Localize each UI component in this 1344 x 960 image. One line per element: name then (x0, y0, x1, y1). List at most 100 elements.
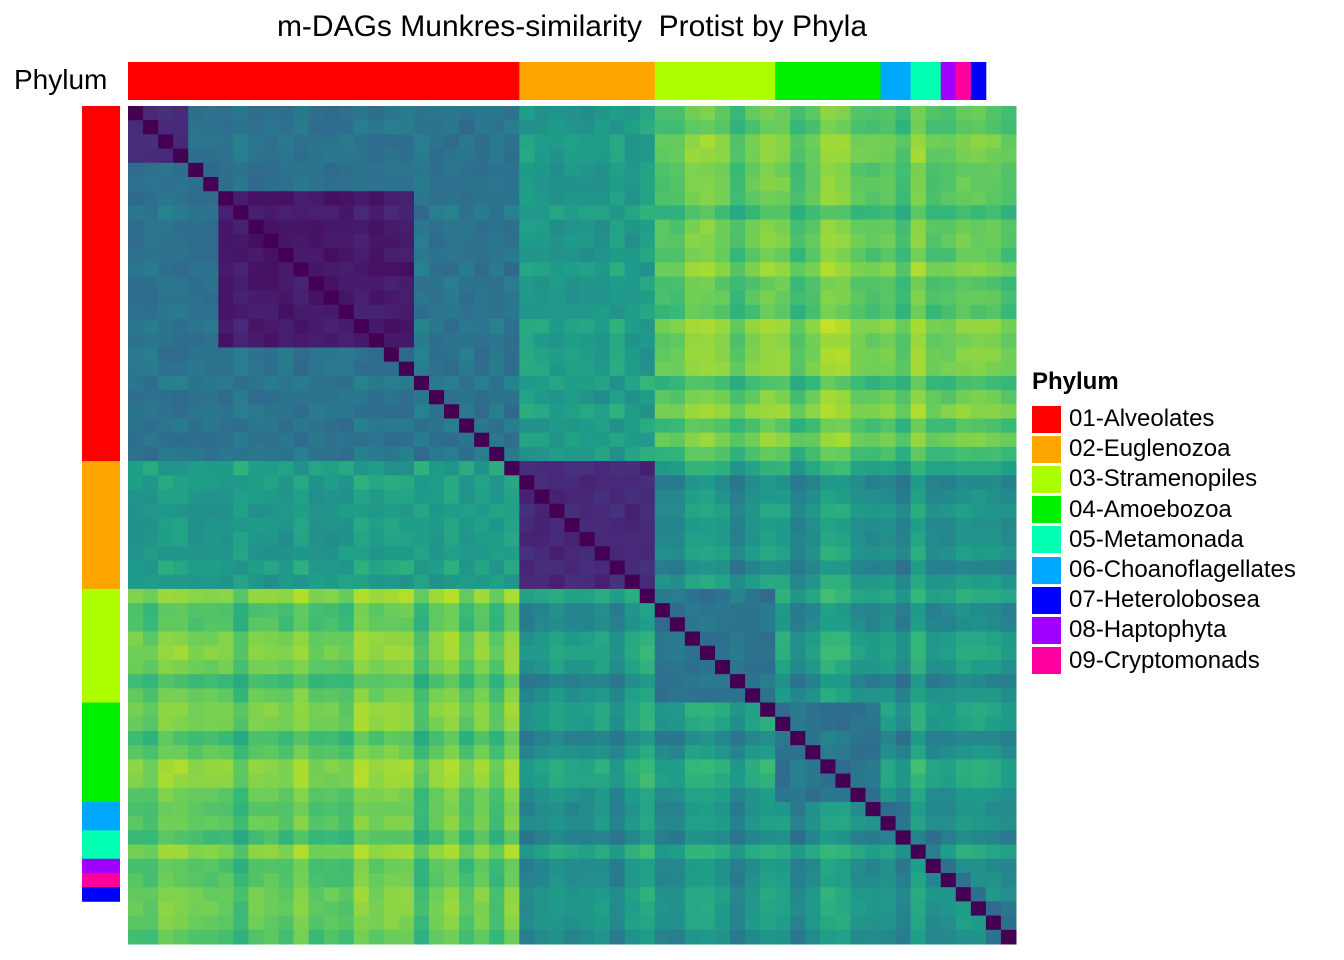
heatmap-cell (564, 162, 581, 178)
heatmap-cell (1000, 901, 1017, 917)
heatmap-cell (398, 276, 415, 292)
heatmap-cell (429, 177, 445, 192)
heatmap-cell (128, 603, 144, 618)
heatmap-cell (820, 915, 836, 931)
heatmap-cell (444, 674, 460, 689)
heatmap-cell (805, 617, 821, 633)
heatmap-cell (760, 191, 776, 206)
heatmap-cell (549, 404, 565, 419)
heatmap-cell (383, 106, 400, 121)
heatmap-cell (790, 517, 806, 533)
heatmap-cell (910, 560, 927, 576)
heatmap-cell (158, 404, 174, 419)
heatmap-cell (925, 304, 942, 320)
heatmap-cell (835, 461, 851, 476)
heatmap-cell (564, 560, 581, 576)
heatmap-cell (955, 333, 972, 348)
heatmap-cell (880, 603, 897, 618)
heatmap-cell (263, 446, 280, 462)
heatmap-cell (624, 560, 641, 576)
heatmap-cell (624, 674, 641, 689)
heatmap-cells (128, 106, 1017, 945)
heatmap-cell (865, 730, 882, 746)
heatmap-cell (383, 659, 400, 675)
heatmap-cell (398, 787, 415, 803)
heatmap-cell (504, 858, 520, 874)
heatmap-cell (233, 546, 249, 562)
heatmap-cell (654, 759, 671, 775)
heatmap-cell (278, 375, 295, 391)
heatmap-cell (639, 361, 656, 377)
heatmap-cell (549, 603, 565, 618)
heatmap-cell (895, 759, 912, 775)
heatmap-cell (278, 730, 295, 746)
heatmap-cell (925, 404, 942, 419)
heatmap-cell (865, 588, 882, 604)
heatmap-cell (353, 290, 370, 306)
heatmap-cell (775, 262, 791, 277)
heatmap-cell (278, 546, 295, 562)
heatmap-cell (895, 475, 912, 490)
heatmap-cell (1000, 404, 1017, 419)
heatmap-cell (745, 177, 761, 192)
heatmap-cell (158, 858, 174, 874)
heatmap-cell (353, 929, 370, 945)
heatmap-cell (293, 702, 310, 718)
heatmap-cell (714, 560, 731, 576)
heatmap-cell (639, 219, 656, 235)
heatmap-cell (579, 745, 596, 760)
heatmap-cell (835, 915, 851, 931)
heatmap-cell (534, 716, 550, 732)
heatmap-cell (609, 503, 626, 519)
heatmap-cell (925, 773, 942, 789)
heatmap-cell (745, 134, 761, 150)
heatmap-cell (669, 588, 686, 604)
heatmap-cell (504, 773, 520, 789)
heatmap-cell (368, 219, 385, 235)
heatmap-cell (353, 901, 370, 917)
heatmap-cell (594, 475, 611, 490)
heatmap-cell (459, 858, 475, 874)
heatmap-cell (263, 248, 280, 263)
heatmap-cell (970, 631, 987, 647)
heatmap-cell (564, 177, 581, 192)
heatmap-cell (669, 546, 686, 562)
heatmap-cell (654, 390, 671, 405)
heatmap-cell (203, 120, 219, 135)
heatmap-cell (413, 205, 430, 221)
heatmap-cell (128, 858, 144, 874)
heatmap-cell (383, 205, 400, 221)
heatmap-cell (790, 233, 806, 249)
heatmap-cell (459, 603, 475, 618)
heatmap-cell (955, 475, 972, 490)
heatmap-cell (564, 872, 581, 888)
heatmap-cell (805, 106, 821, 121)
heatmap-cell (248, 745, 264, 760)
heatmap-cell (820, 162, 836, 178)
heatmap-cell (203, 162, 219, 178)
heatmap-cell (353, 872, 370, 888)
heatmap-cell (383, 645, 400, 661)
heatmap-cell (143, 148, 159, 164)
heatmap-cell (895, 162, 912, 178)
legend-item: 08-Haptophyta (1032, 615, 1296, 645)
heatmap-cell (805, 887, 821, 902)
heatmap-cell (549, 106, 565, 121)
heatmap-cell (173, 730, 189, 746)
heatmap-cell (684, 134, 701, 150)
heatmap-cell (143, 375, 159, 391)
heatmap-cell (910, 177, 927, 192)
heatmap-cell (504, 702, 520, 718)
heatmap-cell (624, 304, 641, 320)
heatmap-cell (1000, 262, 1017, 277)
heatmap-cell (1000, 659, 1017, 675)
heatmap-cell (850, 603, 866, 618)
heatmap-cell (639, 574, 656, 590)
heatmap-cell (353, 248, 370, 263)
heatmap-cell (534, 276, 550, 292)
heatmap-cell (263, 801, 280, 817)
heatmap-cell (489, 517, 505, 533)
heatmap-cell (128, 177, 144, 192)
heatmap-cell (188, 716, 204, 732)
heatmap-cell (790, 120, 806, 135)
